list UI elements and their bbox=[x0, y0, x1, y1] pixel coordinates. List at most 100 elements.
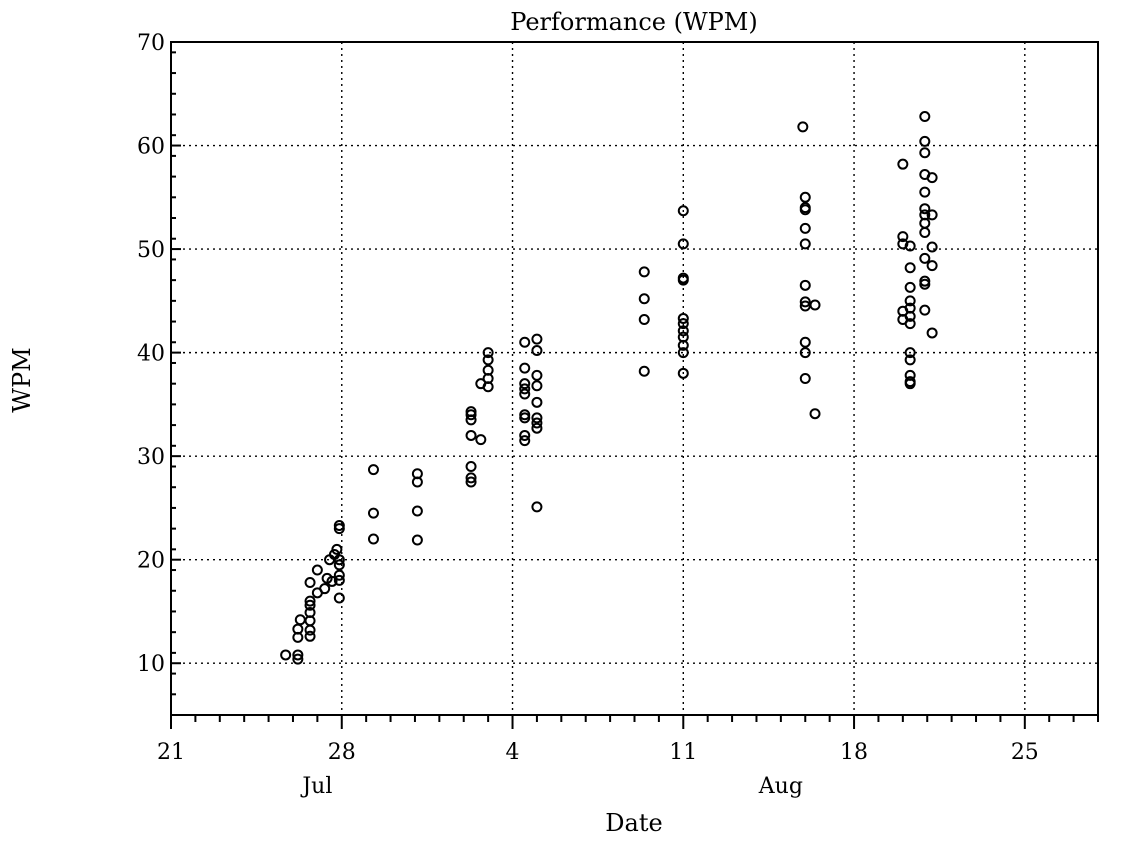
data-point bbox=[926, 327, 938, 339]
data-point bbox=[465, 461, 477, 473]
data-point bbox=[919, 278, 931, 290]
data-point bbox=[465, 429, 477, 441]
data-point bbox=[531, 422, 543, 434]
data-point bbox=[304, 606, 316, 618]
data-point bbox=[799, 279, 811, 291]
data-point bbox=[475, 434, 487, 446]
data-point bbox=[919, 203, 931, 215]
data-point bbox=[292, 653, 304, 665]
data-point bbox=[919, 111, 931, 123]
data-point bbox=[331, 543, 343, 555]
x-tick-label: 11 bbox=[669, 740, 697, 765]
data-point bbox=[367, 464, 379, 476]
chart-title: Performance (WPM) bbox=[510, 8, 757, 36]
data-point bbox=[304, 624, 316, 636]
data-point bbox=[411, 505, 423, 517]
x-tick-label: 4 bbox=[506, 740, 520, 765]
y-tick-label: 30 bbox=[137, 445, 165, 470]
data-point bbox=[904, 318, 916, 330]
data-point bbox=[677, 312, 689, 324]
data-point bbox=[799, 336, 811, 348]
data-point bbox=[531, 380, 543, 392]
y-tick-label: 20 bbox=[137, 549, 165, 574]
data-point bbox=[926, 172, 938, 184]
data-point bbox=[897, 231, 909, 243]
data-point bbox=[531, 333, 543, 345]
data-points bbox=[280, 111, 938, 665]
data-point bbox=[292, 649, 304, 661]
data-point bbox=[904, 378, 916, 390]
data-point bbox=[677, 274, 689, 286]
y-tick-label: 40 bbox=[137, 342, 165, 367]
x-tick-label: 21 bbox=[157, 740, 185, 765]
data-point bbox=[519, 435, 531, 447]
data-point bbox=[809, 408, 821, 420]
data-point bbox=[677, 367, 689, 379]
data-point bbox=[367, 533, 379, 545]
month-label: Aug bbox=[758, 774, 803, 799]
data-point bbox=[292, 631, 304, 643]
tick-labels: 10 20 30 40 50 60 70 21 28 4 11 18 25 Jul Aug bbox=[137, 31, 1039, 799]
axis-ticks bbox=[170, 41, 1099, 729]
data-point bbox=[333, 574, 345, 586]
data-point bbox=[465, 472, 477, 484]
plot-frame bbox=[170, 41, 1099, 716]
x-tick-label: 28 bbox=[328, 740, 356, 765]
data-point bbox=[926, 260, 938, 272]
y-tick-label: 60 bbox=[137, 135, 165, 160]
data-point bbox=[304, 599, 316, 611]
data-point bbox=[411, 534, 423, 546]
data-point bbox=[326, 575, 338, 587]
data-point bbox=[904, 347, 916, 359]
data-point bbox=[519, 429, 531, 441]
y-tick-label: 50 bbox=[137, 238, 165, 263]
data-point bbox=[799, 373, 811, 384]
data-point bbox=[280, 649, 292, 661]
y-tick-label: 10 bbox=[137, 652, 165, 677]
data-point bbox=[677, 347, 689, 359]
data-point bbox=[904, 354, 916, 366]
data-point bbox=[465, 476, 477, 488]
data-point bbox=[519, 378, 531, 390]
data-point bbox=[797, 121, 809, 133]
data-point bbox=[519, 412, 531, 424]
data-point bbox=[304, 576, 316, 588]
data-point bbox=[531, 369, 543, 381]
data-point bbox=[919, 227, 931, 239]
data-point bbox=[919, 252, 931, 264]
data-point bbox=[482, 381, 494, 393]
data-point bbox=[531, 501, 543, 513]
data-point bbox=[799, 191, 811, 203]
data-point bbox=[677, 205, 689, 217]
data-point bbox=[809, 299, 821, 311]
data-point bbox=[519, 362, 531, 374]
y-tick-label: 70 bbox=[137, 31, 165, 56]
data-point bbox=[897, 238, 909, 250]
data-point bbox=[638, 313, 650, 325]
gridlines bbox=[171, 42, 1098, 715]
data-point bbox=[638, 365, 650, 377]
data-point bbox=[799, 204, 811, 216]
data-point bbox=[482, 347, 494, 359]
data-point bbox=[799, 296, 811, 308]
data-point bbox=[333, 554, 345, 566]
data-point bbox=[333, 569, 345, 581]
data-point bbox=[919, 304, 931, 316]
data-point bbox=[531, 412, 543, 424]
data-point bbox=[677, 238, 689, 250]
data-point bbox=[519, 388, 531, 400]
data-point bbox=[304, 595, 316, 607]
data-point bbox=[919, 135, 931, 147]
data-point bbox=[294, 614, 306, 626]
data-point bbox=[638, 293, 650, 305]
x-axis-label: Date bbox=[605, 809, 662, 837]
data-point bbox=[799, 222, 811, 234]
data-point bbox=[799, 347, 811, 359]
data-point bbox=[897, 158, 909, 170]
data-point bbox=[904, 310, 916, 322]
data-point bbox=[904, 262, 916, 274]
data-point bbox=[531, 396, 543, 408]
data-point bbox=[799, 238, 811, 250]
data-point bbox=[304, 630, 316, 642]
